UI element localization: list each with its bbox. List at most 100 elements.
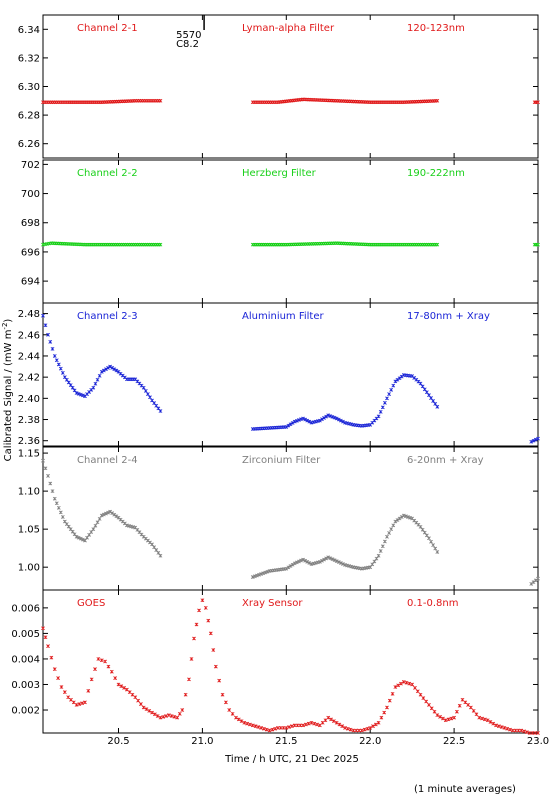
data-point bbox=[435, 404, 440, 409]
data-point bbox=[206, 618, 211, 623]
data-point bbox=[99, 513, 104, 518]
data-point bbox=[236, 717, 241, 722]
data-point bbox=[373, 722, 378, 727]
data-point bbox=[104, 367, 108, 372]
data-point bbox=[136, 698, 140, 703]
data-point bbox=[224, 700, 228, 705]
data-point bbox=[96, 657, 101, 661]
data-point bbox=[433, 546, 438, 551]
data-point bbox=[89, 530, 94, 534]
data-point bbox=[158, 242, 163, 247]
data-point bbox=[80, 393, 85, 398]
data-point bbox=[359, 728, 364, 733]
data-point bbox=[59, 685, 64, 689]
data-point bbox=[536, 576, 540, 581]
data-point bbox=[158, 98, 163, 103]
data-point bbox=[54, 501, 59, 506]
data-point bbox=[468, 705, 473, 710]
data-point bbox=[155, 714, 160, 718]
data-point bbox=[97, 516, 102, 521]
data-point bbox=[290, 562, 295, 567]
data-point bbox=[106, 510, 110, 515]
data-point bbox=[208, 631, 213, 636]
data-point bbox=[294, 560, 299, 565]
data-point bbox=[99, 369, 104, 374]
data-point bbox=[421, 696, 426, 700]
data-point bbox=[399, 515, 404, 519]
data-point bbox=[401, 680, 406, 684]
data-point bbox=[72, 532, 77, 537]
data-point bbox=[52, 667, 57, 672]
panel-frame-3 bbox=[42, 302, 539, 447]
data-point bbox=[248, 722, 252, 727]
data-point bbox=[93, 523, 98, 528]
data-point bbox=[265, 569, 270, 574]
data-point bbox=[122, 686, 126, 690]
data-point bbox=[284, 425, 289, 429]
data-point bbox=[95, 520, 100, 525]
data-point bbox=[422, 387, 427, 392]
data-point bbox=[99, 658, 104, 663]
data-point bbox=[393, 685, 398, 689]
data-point bbox=[320, 720, 325, 725]
data-point bbox=[385, 396, 389, 401]
panel-channel-label: Channel 2-2 bbox=[77, 168, 138, 179]
data-point bbox=[431, 399, 436, 403]
data-point bbox=[529, 439, 534, 444]
data-point bbox=[446, 717, 451, 722]
data-point bbox=[74, 703, 79, 707]
data-point bbox=[41, 626, 45, 631]
data-point bbox=[330, 557, 335, 562]
data-point bbox=[78, 536, 83, 541]
data-point bbox=[180, 708, 185, 712]
data-point bbox=[391, 383, 396, 388]
data-point bbox=[97, 373, 102, 378]
data-point bbox=[78, 392, 83, 397]
data-point bbox=[261, 571, 266, 576]
data-point bbox=[158, 715, 163, 720]
data-point bbox=[328, 556, 333, 561]
data-point bbox=[432, 709, 437, 714]
y-tick-label: 2.48 bbox=[18, 309, 40, 320]
data-point bbox=[284, 566, 289, 571]
y-axis-label-close: ) bbox=[3, 319, 14, 323]
data-point bbox=[326, 413, 331, 418]
data-point bbox=[536, 436, 540, 441]
data-point bbox=[143, 389, 148, 393]
data-point bbox=[508, 727, 512, 732]
data-point bbox=[368, 565, 373, 570]
data-point bbox=[292, 419, 297, 424]
data-point bbox=[108, 509, 113, 514]
data-point bbox=[471, 708, 476, 713]
data-point bbox=[91, 527, 96, 532]
data-point bbox=[374, 556, 379, 561]
data-point bbox=[152, 545, 157, 550]
data-point bbox=[435, 713, 440, 718]
data-point bbox=[187, 677, 191, 682]
y-tick-label: 6.32 bbox=[18, 53, 40, 64]
data-point bbox=[183, 692, 188, 697]
y-tick-label: 1.05 bbox=[18, 525, 40, 536]
panel-filter-label: Zirconium Filter bbox=[242, 455, 321, 466]
data-point bbox=[485, 718, 490, 723]
data-point bbox=[145, 392, 150, 396]
data-point bbox=[418, 524, 423, 529]
data-point bbox=[397, 516, 402, 521]
data-point bbox=[326, 715, 331, 720]
data-point bbox=[200, 598, 205, 603]
data-point bbox=[144, 707, 149, 712]
data-point bbox=[334, 416, 339, 421]
data-point bbox=[338, 561, 343, 565]
data-point bbox=[66, 380, 71, 385]
data-point bbox=[46, 644, 50, 649]
data-point bbox=[424, 699, 429, 704]
data-point bbox=[46, 474, 50, 478]
y-tick-label: 696 bbox=[21, 247, 40, 258]
data-point bbox=[259, 572, 264, 576]
x-tick-label: 22.0 bbox=[359, 736, 381, 747]
footnote: (1 minute averages) bbox=[414, 784, 516, 795]
data-point bbox=[253, 724, 258, 729]
data-point bbox=[306, 721, 311, 726]
data-point bbox=[66, 524, 71, 529]
data-point bbox=[317, 418, 322, 423]
